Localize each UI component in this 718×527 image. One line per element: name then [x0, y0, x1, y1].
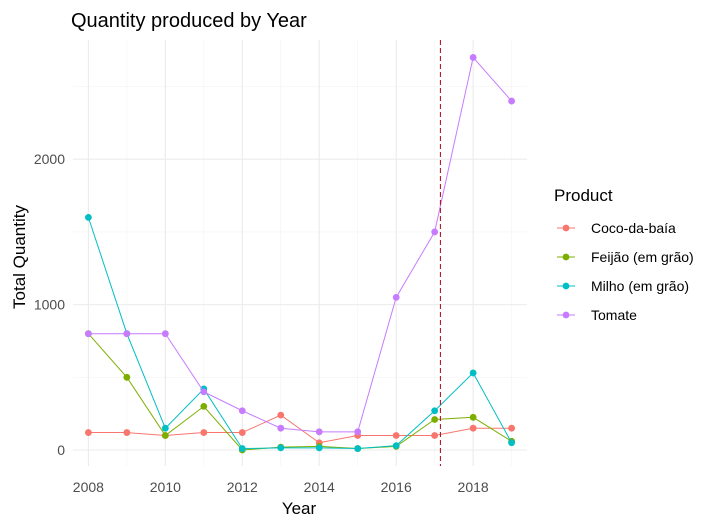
legend-label: Coco-da-baía [591, 220, 676, 236]
x-tick-label: 2010 [150, 479, 181, 495]
series-line [88, 56, 512, 433]
x-tick-label: 2012 [227, 479, 258, 495]
data-point [123, 429, 131, 436]
legend-key-point [562, 224, 570, 232]
y-tick-label: 1000 [34, 297, 65, 313]
data-point [84, 429, 92, 436]
series-group [84, 54, 516, 454]
data-point [200, 429, 208, 436]
series-tomate [84, 54, 516, 436]
legend-item: Tomate [557, 307, 637, 323]
series-line [88, 414, 512, 444]
plot-area: 0 1000 2000 2008 2010 2012 2014 2016 2018 [34, 40, 527, 495]
legend-label: Tomate [591, 307, 637, 323]
x-axis-title: Year [282, 499, 317, 518]
y-axis-title: Total Quantity [10, 205, 29, 309]
chart-title: Quantity produced by Year [71, 10, 307, 32]
data-point [315, 428, 323, 436]
legend-label: Feijão (em grão) [591, 249, 694, 265]
data-point [277, 424, 285, 432]
data-point [200, 402, 208, 410]
data-point [354, 428, 362, 436]
x-tick-label: 2014 [304, 479, 335, 495]
data-point [238, 429, 246, 436]
data-point [84, 330, 92, 338]
y-tick-label: 0 [57, 442, 65, 458]
data-point [469, 369, 477, 377]
series-milho-em-gr-o- [84, 213, 516, 452]
x-tick-label: 2018 [458, 479, 489, 495]
legend-key-point [562, 253, 570, 261]
grid [73, 40, 527, 466]
x-tick-labels: 2008 2010 2012 2014 2016 2018 [73, 479, 489, 495]
data-point [315, 444, 323, 452]
legend-label: Milho (em grão) [591, 278, 689, 294]
x-tick-label: 2008 [73, 479, 104, 495]
data-point [431, 407, 439, 415]
data-point [354, 445, 362, 452]
data-point [431, 228, 439, 236]
series-line [88, 333, 512, 451]
legend-item: Feijão (em grão) [557, 249, 694, 265]
series-coco-da-ba-a [84, 411, 516, 447]
series-feij-o-em-gr-o- [84, 330, 516, 454]
series-line [87, 217, 513, 450]
legend: Product Coco-da-baía Feijão (em grão) Milh… [554, 186, 694, 323]
data-point [469, 424, 477, 432]
data-point [508, 424, 516, 432]
data-point [161, 432, 169, 439]
data-point [508, 97, 516, 105]
data-point [123, 373, 131, 381]
data-point [277, 444, 285, 452]
data-point [123, 330, 131, 338]
data-point [469, 54, 477, 61]
legend-key-point [562, 282, 570, 290]
legend-title: Product [554, 186, 613, 205]
data-point [431, 416, 439, 423]
data-point [392, 293, 400, 301]
data-point [508, 439, 516, 447]
data-point [277, 411, 285, 419]
legend-key-point [562, 311, 570, 319]
legend-item: Milho (em grão) [557, 278, 689, 294]
data-point [84, 213, 92, 221]
data-point [431, 432, 439, 439]
data-point [238, 445, 246, 452]
data-point [161, 330, 169, 338]
legend-item: Coco-da-baía [557, 220, 676, 236]
y-tick-label: 2000 [34, 151, 65, 167]
y-tick-labels: 0 1000 2000 [34, 151, 65, 458]
x-tick-label: 2016 [381, 479, 412, 495]
data-point [392, 442, 400, 450]
data-point [392, 432, 400, 439]
data-point [200, 388, 208, 396]
data-point [161, 424, 169, 432]
data-point [238, 407, 246, 415]
data-point [469, 413, 477, 421]
